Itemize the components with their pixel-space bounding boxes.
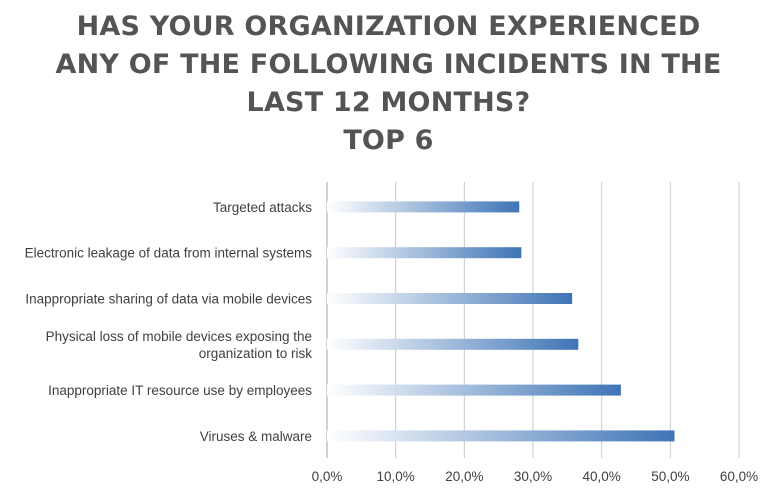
chart-title-line-2: ANY OF THE FOLLOWING INCIDENTS IN THE — [55, 49, 722, 80]
bar — [327, 384, 621, 396]
category-label: Inappropriate sharing of data via mobile… — [25, 292, 312, 307]
category-label: organization to risk — [199, 346, 313, 361]
bar — [327, 430, 675, 442]
category-label: Electronic leakage of data from internal… — [25, 246, 313, 261]
chart-title: HAS YOUR ORGANIZATION EXPERIENCED ANY OF… — [0, 8, 777, 160]
chart-title-line-4: TOP 6 — [343, 125, 434, 156]
category-label: Inappropriate IT resource use by employe… — [48, 383, 312, 398]
x-tick-label: 40,0% — [583, 469, 621, 484]
bar — [327, 247, 522, 259]
bar — [327, 338, 579, 350]
x-tick-label: 50,0% — [651, 469, 689, 484]
x-tick-label: 30,0% — [514, 469, 552, 484]
chart-title-line-3: LAST 12 MONTHS? — [246, 87, 531, 118]
bar — [327, 201, 520, 213]
x-tick-label: 20,0% — [445, 469, 483, 484]
bar — [327, 293, 573, 304]
category-label: Viruses & malware — [200, 429, 312, 444]
chart-title-line-1: HAS YOUR ORGANIZATION EXPERIENCED — [76, 11, 701, 42]
x-tick-label: 0,0% — [312, 469, 343, 484]
category-label: Targeted attacks — [213, 200, 312, 215]
x-tick-label: 10,0% — [377, 469, 415, 484]
x-tick-label: 60,0% — [720, 469, 758, 484]
category-label: Physical loss of mobile devices exposing… — [46, 329, 312, 344]
